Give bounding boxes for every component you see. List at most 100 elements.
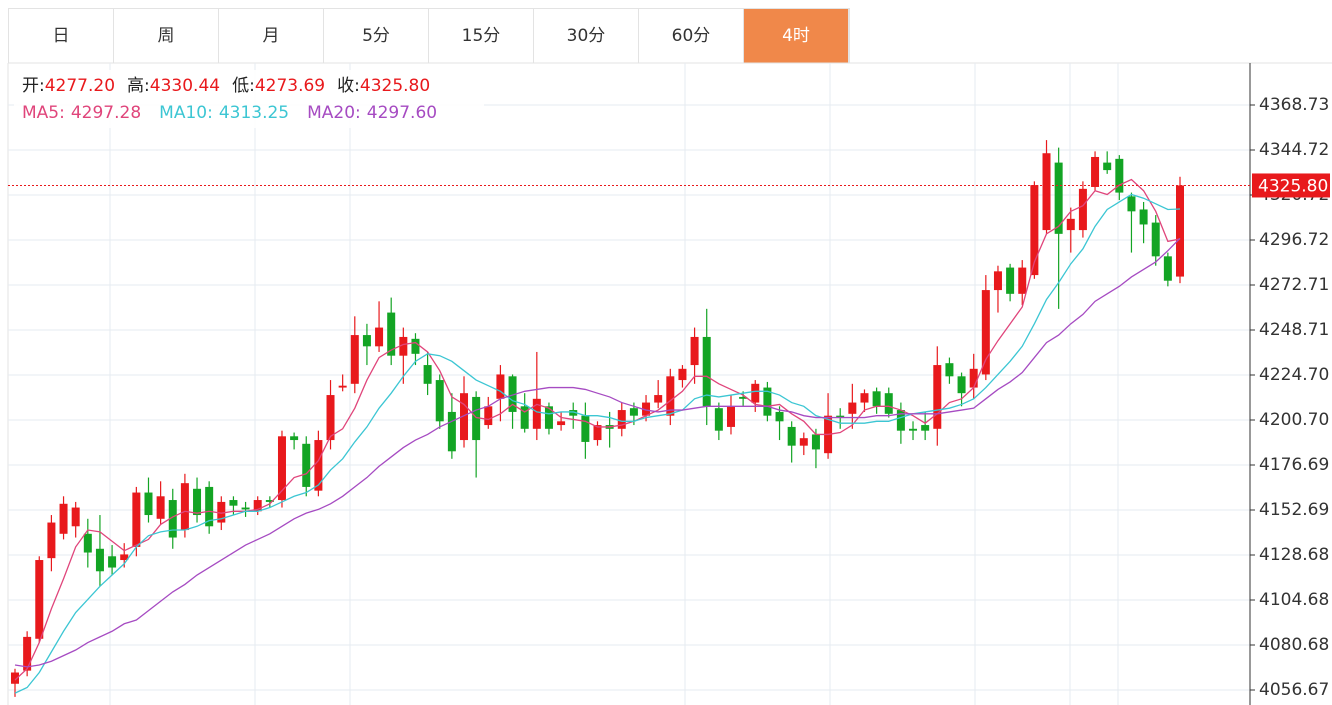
candle-body — [1176, 185, 1184, 277]
candle-body — [1030, 185, 1039, 276]
period-tab[interactable]: 5分 — [324, 9, 429, 63]
candle-body — [557, 421, 566, 426]
candle-body — [1103, 162, 1112, 171]
candle-body — [35, 560, 44, 639]
candle-body — [654, 395, 663, 403]
candle-body — [957, 376, 966, 394]
y-tick-label: 4104.68 — [1259, 590, 1329, 610]
candle-body — [375, 327, 384, 347]
y-tick-label: 4344.72 — [1259, 140, 1329, 160]
candle-body — [217, 501, 226, 523]
candle-body — [399, 336, 408, 356]
candle-body — [532, 398, 541, 429]
period-tab[interactable]: 4时 — [744, 9, 849, 63]
y-tick-label: 4248.71 — [1259, 320, 1329, 340]
info-value: 4330.44 — [150, 76, 220, 96]
period-tab[interactable]: 周 — [114, 9, 219, 63]
candle-body — [241, 507, 250, 510]
candle-body — [265, 500, 274, 502]
candle-body — [981, 290, 990, 375]
candle-body — [95, 548, 104, 572]
candle-body — [193, 488, 202, 516]
candle-body — [229, 500, 238, 506]
candle-body — [520, 406, 529, 429]
candle-body — [945, 363, 954, 377]
legend-value: 4297.60 — [367, 103, 437, 123]
candle-body — [59, 503, 68, 534]
legend-value: 4297.28 — [71, 103, 141, 123]
candle-body — [508, 376, 517, 412]
candle-body — [83, 533, 92, 553]
candle-body — [969, 368, 978, 388]
candle-body — [1066, 218, 1075, 231]
candle-body — [435, 380, 444, 422]
y-tick-label: 4296.72 — [1259, 230, 1329, 250]
candle-body — [120, 554, 129, 561]
info-value: 4273.69 — [255, 76, 325, 96]
candle-body — [411, 338, 420, 354]
y-tick-label: 4200.70 — [1259, 410, 1329, 430]
price-tag-label: 4325.80 — [1258, 176, 1328, 196]
period-tab[interactable]: 30分 — [534, 9, 639, 63]
candle-body — [496, 374, 505, 399]
info-value: 4277.20 — [45, 76, 115, 96]
candle-body — [253, 500, 262, 512]
candle-body — [690, 336, 699, 366]
candle-body — [472, 396, 481, 441]
candle-body — [180, 483, 189, 531]
candle-body — [933, 365, 942, 429]
ma-line — [14, 237, 1181, 668]
candle-body — [423, 365, 432, 384]
y-tick-label: 4176.69 — [1259, 455, 1329, 475]
info-label: 高: — [127, 76, 150, 96]
candle-body — [168, 500, 177, 538]
candle-body — [1042, 153, 1051, 231]
candle-body — [290, 436, 299, 441]
candle-body — [775, 411, 784, 422]
ma-line — [14, 178, 1181, 681]
candle-body — [763, 387, 772, 416]
period-tab[interactable]: 月 — [219, 9, 324, 63]
candle-body — [799, 438, 808, 446]
candle-body — [1006, 267, 1015, 294]
candle-body — [1115, 158, 1124, 193]
candle-body — [108, 556, 117, 568]
y-tick-label: 4128.68 — [1259, 545, 1329, 565]
candle-body — [787, 426, 796, 446]
candle-body — [860, 393, 869, 403]
period-tab[interactable]: 日 — [9, 9, 114, 63]
y-tick-label: 4272.71 — [1259, 275, 1329, 295]
legend-label: MA20: — [307, 103, 361, 123]
candle-body — [387, 312, 396, 356]
candle-body — [302, 443, 311, 487]
info-bg — [14, 70, 484, 128]
period-tab[interactable]: 60分 — [639, 9, 744, 63]
candle-body — [350, 335, 359, 384]
info-label: 低: — [232, 76, 255, 96]
candle-body — [726, 406, 735, 427]
candle-body — [714, 408, 723, 431]
candle-body — [702, 336, 711, 407]
candle-body — [1091, 156, 1100, 187]
candle-body — [326, 395, 335, 441]
candle-body — [460, 393, 469, 441]
candle-body — [751, 383, 760, 403]
candle-body — [896, 410, 905, 431]
candle-body — [132, 492, 141, 547]
candle-body — [1018, 267, 1027, 294]
candle-body — [338, 385, 347, 388]
y-tick-label: 4152.69 — [1259, 500, 1329, 520]
ma-line — [14, 193, 1181, 694]
candle-body — [47, 522, 56, 559]
candle-body — [314, 440, 323, 491]
y-tick-label: 4368.73 — [1259, 95, 1329, 115]
candle-body — [617, 410, 626, 429]
y-tick-label: 4224.70 — [1259, 365, 1329, 385]
candle-body — [11, 672, 19, 684]
candle-body — [144, 492, 153, 516]
candle-body — [23, 636, 32, 671]
info-label: 开: — [22, 76, 45, 96]
candle-body — [921, 425, 930, 431]
candle-body — [909, 428, 918, 431]
period-tab[interactable]: 15分 — [429, 9, 534, 63]
